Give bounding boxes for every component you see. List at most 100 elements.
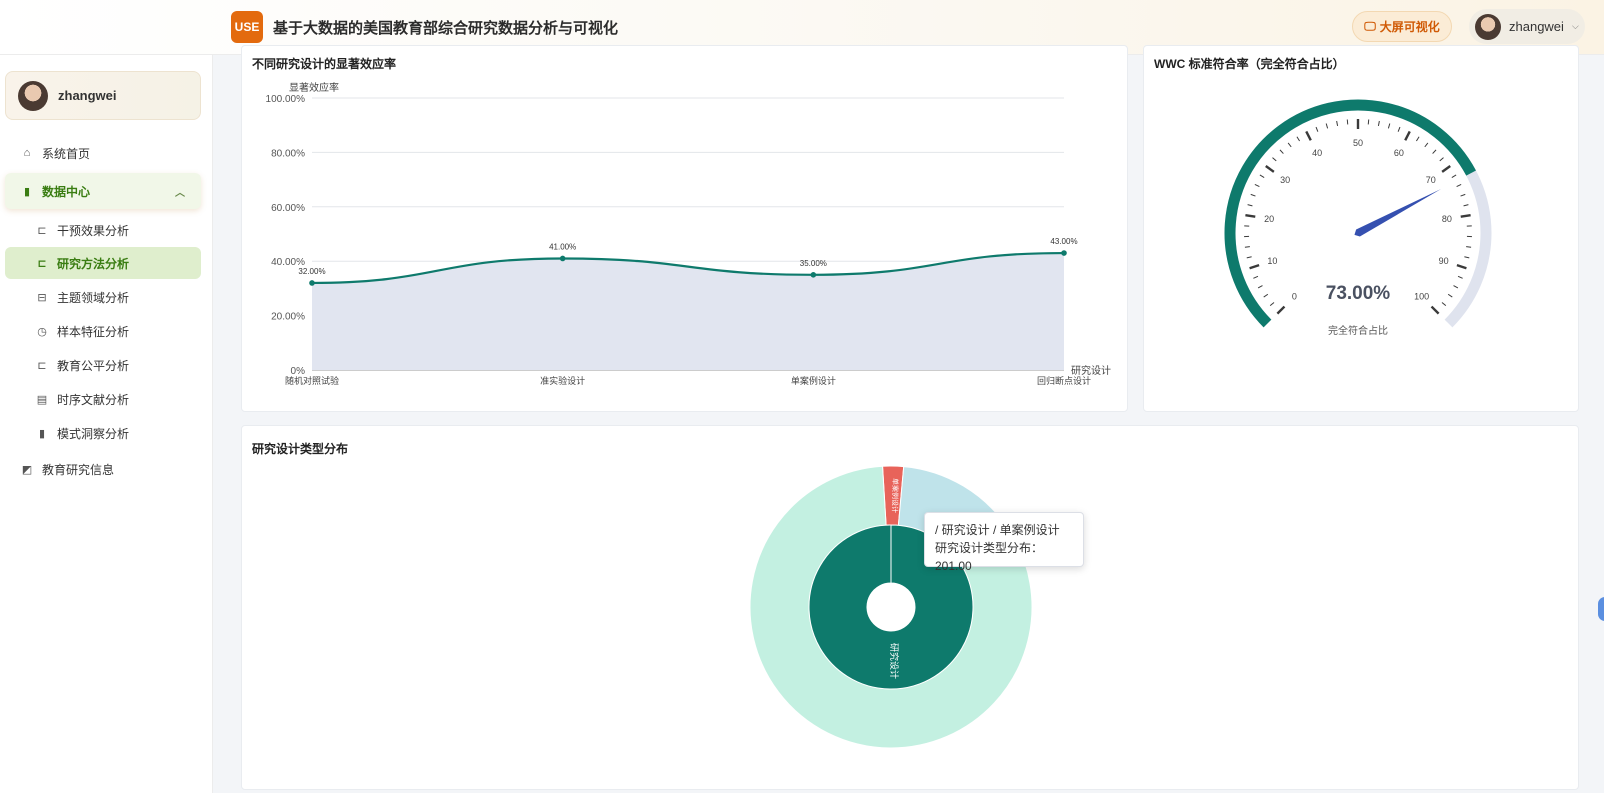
x-tick-label: 回归断点设计 xyxy=(1037,375,1091,386)
gauge-minor-tick xyxy=(1451,174,1457,178)
sidebar-item-label: 研究方法分析 xyxy=(57,256,130,271)
gauge-major-tick xyxy=(1441,165,1451,173)
cart-icon: ⊏ xyxy=(37,359,47,372)
x-tick-label: 随机对照试验 xyxy=(285,375,339,386)
data-label: 35.00% xyxy=(800,259,827,268)
sidebar-item-timeline[interactable]: ▤ 时序文献分析 xyxy=(5,383,201,415)
y-axis-label: 显著效应率 xyxy=(289,81,339,94)
gauge-tick-label: 20 xyxy=(1264,214,1274,224)
gauge-tick-label: 70 xyxy=(1426,175,1436,185)
sidebar: zhangwei ⌂ 系统首页 ▮ 数据中心 ︿ ⊏ 干预效果分析 ⊏ 研究方法… xyxy=(0,55,213,793)
home-icon: ⌂ xyxy=(23,147,31,159)
sidebar-item-label: 教育公平分析 xyxy=(57,358,130,373)
avatar xyxy=(18,80,48,111)
y-tick-label: 80.00% xyxy=(271,148,305,159)
gauge-minor-tick xyxy=(1253,275,1259,279)
gauge-caption: 完全符合占比 xyxy=(1328,324,1388,337)
y-tick-label: 40.00% xyxy=(271,257,305,268)
data-point xyxy=(559,255,566,262)
gauge-minor-tick xyxy=(1441,302,1447,307)
gauge-minor-tick xyxy=(1439,157,1444,162)
gauge-minor-tick xyxy=(1247,204,1253,207)
area-fill xyxy=(312,253,1064,370)
gauge-major-tick xyxy=(1430,305,1440,315)
tooltip-line-1: / 研究设计 / 单案例设计 xyxy=(935,523,1060,537)
sidebar-item-sample[interactable]: ◷ 样本特征分析 xyxy=(5,315,201,347)
sidebar-item-research-method[interactable]: ⊏ 研究方法分析 xyxy=(5,247,201,279)
gauge-major-tick xyxy=(1460,213,1471,218)
gauge-major-tick xyxy=(1245,213,1256,218)
data-label: 32.00% xyxy=(298,267,325,276)
sidebar-username: zhangwei xyxy=(58,88,117,103)
bigscreen-button[interactable]: 🖵 大屏可视化 xyxy=(1352,11,1452,42)
gauge-minor-tick xyxy=(1424,142,1429,148)
gauge-minor-tick xyxy=(1463,204,1469,207)
gauge-minor-tick xyxy=(1244,246,1250,248)
sidebar-item-label: 教育研究信息 xyxy=(42,462,115,477)
sidebar-item-topic[interactable]: ⊟ 主题领域分析 xyxy=(5,281,201,313)
trend-icon: ◩ xyxy=(21,463,33,476)
gauge-minor-tick xyxy=(1432,149,1437,154)
sidebar-item-research-info[interactable]: ◩ 教育研究信息 xyxy=(5,453,201,485)
cart-icon: ⊏ xyxy=(37,224,47,237)
sidebar-item-label: 干预效果分析 xyxy=(57,223,130,238)
x-tick-label: 准实验设计 xyxy=(540,375,585,386)
y-tick-label: 20.00% xyxy=(271,312,305,323)
y-tick-label: 60.00% xyxy=(271,203,305,214)
gauge-progress xyxy=(1224,99,1476,328)
gauge-minor-tick xyxy=(1279,149,1284,154)
line-chart-title: 不同研究设计的显著效应率 xyxy=(252,57,397,71)
user-menu[interactable]: zhangwei ⌵ xyxy=(1469,9,1585,44)
gauge-tick-label: 60 xyxy=(1394,148,1404,158)
header-username: zhangwei xyxy=(1509,19,1564,34)
app-title: 基于大数据的美国教育部综合研究数据分析与可视化 xyxy=(273,20,619,37)
chart-tooltip: / 研究设计 / 单案例设计 研究设计类型分布：201.00 xyxy=(924,512,1084,573)
x-tick-label: 单案例设计 xyxy=(791,375,836,386)
gauge-minor-tick xyxy=(1457,275,1463,279)
data-point xyxy=(810,272,817,278)
calendar-icon: ▤ xyxy=(36,393,48,406)
sidebar-item-equity[interactable]: ⊏ 教育公平分析 xyxy=(5,349,201,381)
box-icon: ⊟ xyxy=(37,291,47,304)
cart-icon: ⊏ xyxy=(37,257,47,270)
gauge-tick-label: 50 xyxy=(1353,138,1363,148)
gauge-tick-label: 0 xyxy=(1292,292,1297,302)
app-logo: USE xyxy=(231,11,263,43)
gauge-major-tick xyxy=(1249,263,1260,270)
gauge-tick-label: 40 xyxy=(1312,148,1322,158)
tooltip-line-2: 研究设计类型分布：201.00 xyxy=(935,541,1044,573)
gauge-major-tick xyxy=(1265,165,1275,173)
bar-chart-icon: ▮ xyxy=(38,427,46,440)
sidebar-item-intervention[interactable]: ⊏ 干预效果分析 xyxy=(5,214,201,246)
sunburst-outer-label: 单案例设计 xyxy=(890,478,900,513)
sidebar-user-card[interactable]: zhangwei xyxy=(5,71,201,120)
series-line xyxy=(311,251,1065,285)
gauge-minor-tick xyxy=(1257,285,1263,289)
gauge-minor-tick xyxy=(1315,126,1319,132)
sidebar-item-pattern[interactable]: ▮ 模式洞察分析 xyxy=(5,417,201,449)
gauge-major-tick xyxy=(1404,130,1411,141)
screen-icon: 🖵 xyxy=(1364,19,1376,33)
gauge-needle xyxy=(1354,189,1442,237)
chevron-down-icon: ⌵ xyxy=(1571,21,1579,31)
y-tick-label: 100.00% xyxy=(266,94,306,105)
data-label: 41.00% xyxy=(549,242,576,251)
sidebar-item-home[interactable]: ⌂ 系统首页 xyxy=(5,137,201,169)
gauge-tick-label: 100 xyxy=(1414,292,1429,302)
sidebar-group-data-center[interactable]: ▮ 数据中心 ︿ xyxy=(5,173,201,209)
gauge-minor-tick xyxy=(1447,293,1453,298)
gauge-value: 73.00% xyxy=(1326,283,1391,304)
gauge-minor-tick xyxy=(1387,123,1391,129)
gauge-minor-tick xyxy=(1453,285,1459,289)
gauge-minor-tick xyxy=(1263,293,1269,298)
gauge-minor-tick xyxy=(1336,120,1339,127)
sunburst-title: 研究设计类型分布 xyxy=(252,442,349,456)
floating-handle[interactable] xyxy=(1598,597,1604,621)
gauge-minor-tick xyxy=(1246,256,1252,259)
gauge-major-tick xyxy=(1456,263,1467,270)
y-tick-label: 0% xyxy=(291,366,306,377)
gauge-minor-tick xyxy=(1466,246,1472,248)
gauge-minor-tick xyxy=(1272,157,1277,162)
gauge-title: WWC 标准符合率（完全符合占比） xyxy=(1154,57,1345,71)
